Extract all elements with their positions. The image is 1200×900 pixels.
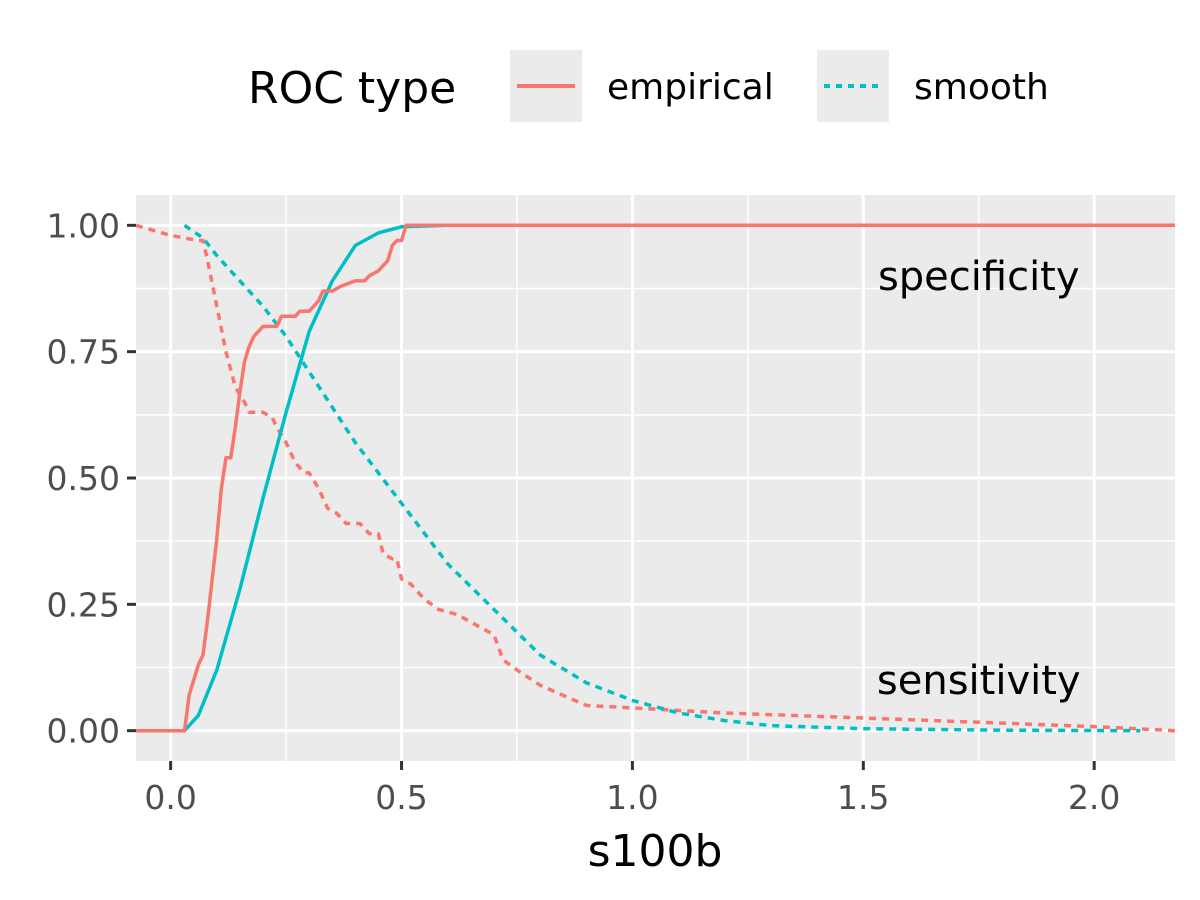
x-tick-label: 0.0 bbox=[144, 778, 196, 817]
legend-title: ROC type bbox=[248, 63, 456, 114]
x-tick-label: 1.0 bbox=[606, 778, 658, 817]
series-layer bbox=[136, 223, 1175, 733]
legend: ROC type empirical smooth bbox=[248, 50, 1049, 122]
legend-label-smooth: smooth bbox=[914, 67, 1049, 108]
y-tick-label: 0.00 bbox=[47, 712, 120, 751]
y-tick-label: 0.25 bbox=[47, 585, 120, 624]
y-tick-label: 1.00 bbox=[47, 206, 120, 245]
series-empirical-specificity bbox=[136, 223, 1175, 733]
x-axis-title: s100b bbox=[588, 826, 723, 877]
series-smooth-specificity bbox=[183, 223, 1175, 732]
annotations: specificity sensitivity bbox=[877, 254, 1081, 704]
annotation-sensitivity: sensitivity bbox=[877, 658, 1081, 704]
x-tick-label: 1.5 bbox=[837, 778, 889, 817]
x-tick-label: 2.0 bbox=[1068, 778, 1120, 817]
y-axis: 0.00 0.25 0.50 0.75 1.00 bbox=[47, 206, 136, 751]
annotation-specificity: specificity bbox=[878, 254, 1080, 300]
grid-major bbox=[136, 195, 1175, 761]
x-tick-label: 0.5 bbox=[375, 778, 427, 817]
legend-label-empirical: empirical bbox=[607, 67, 774, 108]
x-axis: 0.0 0.5 1.0 1.5 2.0 bbox=[144, 761, 1120, 817]
series-smooth-sensitivity bbox=[183, 223, 1141, 733]
y-tick-label: 0.50 bbox=[47, 459, 120, 498]
y-tick-label: 0.75 bbox=[47, 333, 120, 372]
